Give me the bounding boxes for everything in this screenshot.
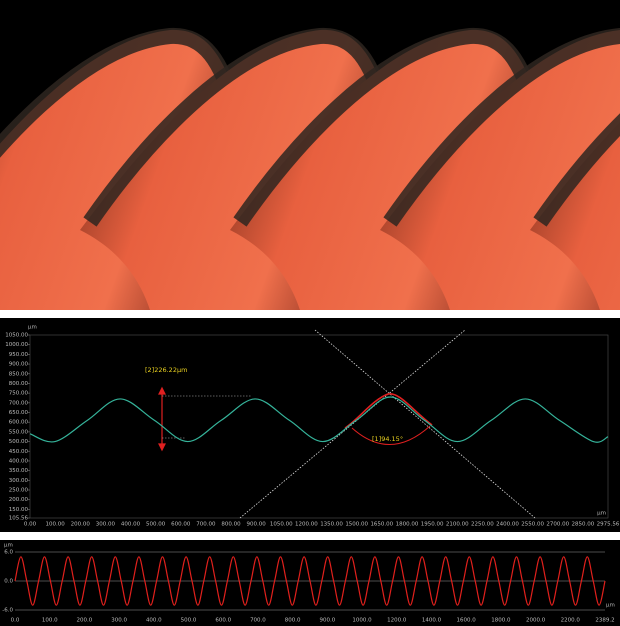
y-tick-label: 600.00 <box>9 420 29 426</box>
x-tick-label: 100.0 <box>42 618 58 624</box>
x-tick-label: 200.0 <box>77 618 93 624</box>
series-line <box>14 556 606 606</box>
x-tick-label: 400.0 <box>146 618 162 624</box>
x-tick-label: 1000.0 <box>352 618 372 624</box>
x-tick-label: 2550.00 <box>521 522 544 528</box>
angle-guides <box>239 329 536 519</box>
y-tick-label: 1050.00 <box>5 333 28 339</box>
ridge-crest <box>533 113 620 227</box>
x-tick-label: 2000.0 <box>526 618 546 624</box>
height-measure <box>158 386 252 452</box>
x-tick-label: 2100.00 <box>446 522 469 528</box>
x-tick-label: 300.00 <box>96 522 116 528</box>
y-tick-label: 700.00 <box>9 400 29 406</box>
y-tick-label: 750.00 <box>9 391 29 397</box>
x-tick-label: 900.00 <box>247 522 267 528</box>
y-tick-label: 900.00 <box>9 362 29 368</box>
x-tick-label: 1400.0 <box>422 618 442 624</box>
x-tick-label: 1200.0 <box>387 618 407 624</box>
ridge-crest <box>233 27 543 227</box>
x-tick-label: 0.0 <box>11 618 20 624</box>
y-tick-label: -6.0 <box>2 608 13 614</box>
x-tick-label: 0.00 <box>24 522 37 528</box>
x-unit: μm <box>606 603 615 609</box>
y-tick-label: 650.00 <box>9 410 29 416</box>
y-tick-label: 400.00 <box>9 458 29 464</box>
x-tick-label: 400.00 <box>121 522 141 528</box>
x-tick-label: 300.0 <box>111 618 127 624</box>
plot-frame <box>29 334 609 519</box>
y-tick-label: 450.00 <box>9 449 29 455</box>
y-tick-label: 6.0 <box>4 550 13 556</box>
x-tick-label: 2700.00 <box>546 522 569 528</box>
surface-image <box>0 0 620 311</box>
y-unit: μm <box>28 325 37 331</box>
profile-panel <box>0 318 620 532</box>
y-tick-label: 800.00 <box>9 381 29 387</box>
x-tick-label: 2250.00 <box>471 522 494 528</box>
x-tick-label: 600.00 <box>171 522 191 528</box>
y-tick-label: 550.00 <box>9 429 29 435</box>
x-tick-label: 800.00 <box>221 522 241 528</box>
x-tick-label: 1600.0 <box>457 618 477 624</box>
series-line <box>29 396 609 443</box>
x-tick-label: 700.0 <box>250 618 266 624</box>
y-tick-label: 950.00 <box>9 352 29 358</box>
y-tick-label: 850.00 <box>9 371 29 377</box>
x-tick-label: 1200.00 <box>295 522 318 528</box>
y-tick-label: 250.00 <box>9 488 29 494</box>
ridge <box>530 122 620 310</box>
x-tick-label: 500.00 <box>146 522 166 528</box>
angle-measure <box>344 393 433 445</box>
x-tick-label: 2400.00 <box>496 522 519 528</box>
x-tick-label: 1950.00 <box>421 522 444 528</box>
annotation: [2]226.22μm <box>145 366 187 374</box>
y-tick-label: 200.00 <box>9 497 29 503</box>
ridge-crest <box>383 28 620 227</box>
x-unit: μm <box>597 511 606 517</box>
x-tick-label: 900.0 <box>319 618 335 624</box>
x-tick-label: 1350.00 <box>320 522 343 528</box>
y-tick-label: 0.0 <box>4 579 13 585</box>
x-tick-label: 2389.2 <box>595 618 614 624</box>
y-tick-label: 300.00 <box>9 478 29 484</box>
ridge-crest <box>83 27 393 227</box>
ridge-crest <box>0 27 243 158</box>
x-tick-label: 2850.00 <box>571 522 594 528</box>
x-tick-label: 100.00 <box>46 522 66 528</box>
y-tick-label: 105.56 <box>9 516 29 522</box>
x-tick-label: 1800.00 <box>396 522 419 528</box>
x-tick-label: 800.0 <box>285 618 301 624</box>
x-tick-label: 2200.0 <box>561 618 581 624</box>
x-tick-label: 1800.0 <box>491 618 511 624</box>
x-tick-label: 1650.00 <box>370 522 393 528</box>
annotation: [1]94.15° <box>372 435 403 443</box>
x-tick-label: 1500.00 <box>345 522 368 528</box>
y-tick-label: 500.00 <box>9 439 29 445</box>
y-tick-label: 1000.00 <box>5 342 28 348</box>
y-tick-label: 350.00 <box>9 468 29 474</box>
y-tick-label: 150.00 <box>9 507 29 513</box>
x-tick-label: 600.0 <box>215 618 231 624</box>
x-tick-label: 700.00 <box>196 522 216 528</box>
x-tick-label: 200.00 <box>71 522 91 528</box>
x-tick-label: 2975.56 <box>597 522 620 528</box>
x-tick-label: 500.0 <box>181 618 197 624</box>
y-unit: μm <box>4 543 13 549</box>
x-tick-label: 1050.00 <box>270 522 293 528</box>
